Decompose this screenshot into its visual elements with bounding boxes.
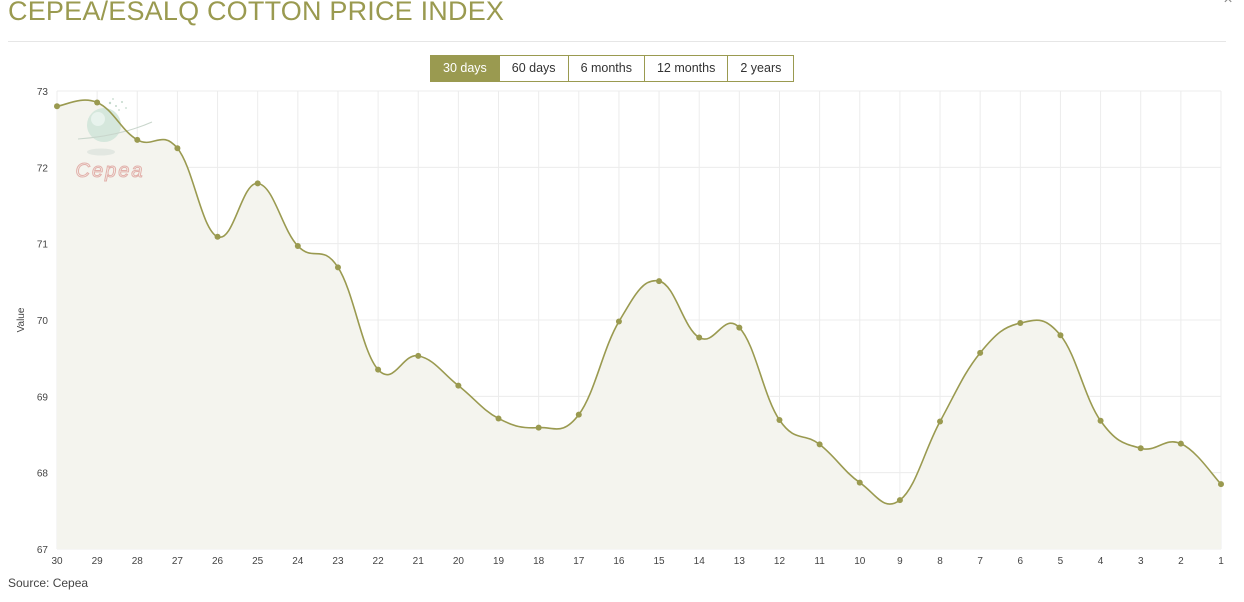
data-point-20[interactable]: [455, 382, 462, 389]
x-tick-label: 6: [1018, 556, 1024, 567]
x-tick-label: 28: [132, 556, 144, 567]
close-icon[interactable]: ×: [1220, 0, 1236, 8]
data-point-18[interactable]: [535, 424, 542, 431]
y-tick-label: 70: [37, 316, 49, 327]
data-point-14[interactable]: [696, 334, 703, 341]
y-tick-labels: 67 68 69 70 71 72 73: [37, 87, 49, 556]
x-tick-labels: 30 29 28 27 26 25 24 23 22 21 20 19 18 17 16 15 14 13 12 11…: [51, 556, 1224, 567]
y-tick-label: 69: [37, 392, 49, 403]
x-tick-label: 10: [854, 556, 866, 567]
x-tick-label: 22: [373, 556, 385, 567]
x-tick-label: 19: [493, 556, 505, 567]
range-selector: 30 days 60 days 6 months 12 months 2 yea…: [430, 55, 795, 82]
x-tick-label: 24: [292, 556, 304, 567]
x-tick-label: 30: [51, 556, 63, 567]
data-point-15[interactable]: [656, 278, 663, 285]
y-axis-label: Value: [16, 307, 27, 332]
x-tick-label: 26: [212, 556, 224, 567]
data-point-19[interactable]: [495, 415, 502, 422]
data-point-1[interactable]: [1218, 481, 1224, 488]
data-point-6[interactable]: [1017, 320, 1024, 327]
area-shape: [57, 100, 1221, 549]
x-tick-label: 25: [252, 556, 264, 567]
x-tick-label: 4: [1098, 556, 1104, 567]
x-tick-label: 15: [654, 556, 666, 567]
range-button-6-months[interactable]: 6 months: [567, 56, 644, 81]
data-point-7[interactable]: [977, 349, 984, 356]
data-point-5[interactable]: [1057, 332, 1064, 339]
x-tick-label: 17: [573, 556, 585, 567]
data-point-9[interactable]: [896, 497, 903, 504]
data-point-28[interactable]: [134, 136, 141, 143]
data-point-23[interactable]: [334, 264, 341, 271]
x-tick-label: 27: [172, 556, 184, 567]
x-tick-label: 16: [613, 556, 625, 567]
data-point-21[interactable]: [415, 352, 422, 359]
data-point-13[interactable]: [736, 324, 743, 331]
data-point-22[interactable]: [375, 366, 382, 373]
range-button-60-days[interactable]: 60 days: [498, 56, 568, 81]
range-button-30-days[interactable]: 30 days: [431, 56, 499, 81]
data-point-10[interactable]: [856, 479, 863, 486]
data-point-4[interactable]: [1097, 417, 1104, 424]
y-tick-label: 71: [37, 240, 49, 251]
data-point-2[interactable]: [1177, 440, 1184, 447]
data-point-26[interactable]: [214, 233, 221, 240]
x-tick-label: 29: [92, 556, 104, 567]
y-tick-label: 68: [37, 469, 49, 480]
data-point-12[interactable]: [776, 416, 783, 423]
data-point-27[interactable]: [174, 145, 181, 152]
series-points: [54, 99, 1224, 504]
x-tick-label: 14: [694, 556, 706, 567]
x-tick-label: 3: [1138, 556, 1144, 567]
title-divider: [8, 41, 1226, 42]
page-title: CEPEA/ESALQ COTTON PRICE INDEX: [8, 0, 505, 26]
data-point-8[interactable]: [937, 418, 944, 425]
x-tick-label: 8: [937, 556, 943, 567]
x-tick-label: 9: [897, 556, 903, 567]
x-tick-label: 7: [977, 556, 983, 567]
x-tick-label: 20: [453, 556, 465, 567]
cepea-logo-watermark: Cepea: [75, 98, 153, 183]
y-tick-label: 67: [37, 545, 49, 556]
data-point-11[interactable]: [816, 441, 823, 448]
x-tick-label: 12: [774, 556, 786, 567]
data-point-17[interactable]: [575, 411, 582, 418]
range-button-2-years[interactable]: 2 years: [727, 56, 794, 81]
y-tick-label: 72: [37, 163, 49, 174]
x-tick-label: 18: [533, 556, 545, 567]
x-tick-label: 5: [1058, 556, 1064, 567]
data-point-16[interactable]: [615, 318, 622, 325]
data-point-29[interactable]: [94, 99, 101, 106]
x-tick-label: 23: [332, 556, 344, 567]
y-tick-label: 73: [37, 87, 49, 98]
range-button-12-months[interactable]: 12 months: [643, 56, 728, 81]
source-note: Source: Cepea: [8, 576, 89, 590]
x-tick-label: 1: [1218, 556, 1224, 567]
watermark-text: Cepea: [76, 160, 145, 182]
x-tick-label: 21: [413, 556, 425, 567]
data-point-30[interactable]: [54, 103, 60, 110]
x-tick-label: 11: [814, 556, 825, 567]
area-fill: [57, 100, 1221, 549]
data-point-25[interactable]: [254, 180, 261, 187]
x-tick-label: 2: [1178, 556, 1184, 567]
data-point-24[interactable]: [294, 242, 301, 249]
x-tick-label: 13: [734, 556, 746, 567]
data-point-3[interactable]: [1137, 445, 1144, 452]
